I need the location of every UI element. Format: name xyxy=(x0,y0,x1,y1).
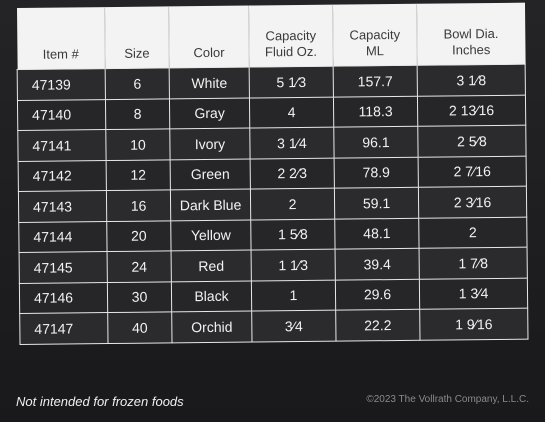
header-label-line: Item # xyxy=(42,46,79,62)
size-header: Size xyxy=(104,6,170,69)
capacity-oz-header: Capacity Fluid Oz. xyxy=(248,4,334,68)
size-cell: 8 xyxy=(105,98,170,130)
copyright-text: ©2023 The Vollrath Company, L.L.C. xyxy=(366,394,529,405)
item-number-cell: 47140 xyxy=(17,99,106,131)
color-cell: Gray xyxy=(169,97,250,129)
color-cell: Green xyxy=(170,158,251,190)
bowl-diameter-cell: 2 xyxy=(418,216,528,249)
item-number-cell: 47139 xyxy=(17,68,106,100)
capacity-ml-cell: 118.3 xyxy=(333,95,418,128)
capacity-ml-cell: 39.4 xyxy=(335,248,420,280)
color-cell: Ivory xyxy=(169,128,251,160)
bowl-diameter-cell: 1 7⁄8 xyxy=(419,247,528,279)
size-cell: 16 xyxy=(106,189,171,222)
size-cell: 6 xyxy=(105,67,170,100)
size-cell: 20 xyxy=(106,220,172,252)
capacity-ml-cell: 59.1 xyxy=(334,187,419,219)
size-cell: 40 xyxy=(107,311,173,344)
capacity-oz-cell: 3⁄4 xyxy=(251,310,337,342)
capacity-ml-cell: 96.1 xyxy=(333,126,419,158)
bowl-diameter-cell: 3 1⁄8 xyxy=(417,64,526,96)
bowl-diameter-header: Bowl Dia. Inches xyxy=(416,2,526,66)
header-label-line: Size xyxy=(124,45,150,61)
color-cell: White xyxy=(169,67,250,99)
spec-table-body: 47139 6 White 5 1⁄3 157.7 3 1⁄8 47140 8 Gray 4 118… xyxy=(17,64,528,344)
capacity-ml-cell: 157.7 xyxy=(333,65,418,97)
color-cell: Black xyxy=(171,280,252,312)
capacity-ml-cell: 78.9 xyxy=(334,156,419,189)
table-row: 47147 40 Orchid 3⁄4 22.2 1 9⁄16 xyxy=(19,308,528,344)
capacity-oz-cell: 1 5⁄8 xyxy=(250,218,336,251)
item-number-cell: 47143 xyxy=(18,190,107,222)
item-number-header: Item # xyxy=(16,7,106,70)
spec-table-container: Item # Size Color Capacity Fluid Oz. Capacity… xyxy=(16,2,528,345)
capacity-ml-header: Capacity ML xyxy=(332,3,418,67)
color-cell: Orchid xyxy=(171,311,253,343)
bowl-diameter-cell: 1 3⁄4 xyxy=(419,277,528,310)
header-label-line: Bowl Dia. xyxy=(443,25,499,42)
size-cell: 10 xyxy=(105,128,171,161)
header-label-line: Color xyxy=(193,44,225,61)
capacity-oz-cell: 1 xyxy=(251,279,336,312)
header-label-line: ML xyxy=(365,43,385,59)
bowl-diameter-cell: 2 7⁄16 xyxy=(418,155,527,188)
size-cell: 12 xyxy=(106,159,171,191)
capacity-oz-cell: 4 xyxy=(249,96,334,129)
header-label-line: Capacity xyxy=(349,26,401,43)
bowl-diameter-cell: 2 13⁄16 xyxy=(417,94,526,127)
capacity-oz-cell: 2 2⁄3 xyxy=(250,157,335,190)
capacity-ml-cell: 22.2 xyxy=(335,309,420,341)
size-cell: 30 xyxy=(107,281,172,313)
item-number-cell: 47144 xyxy=(18,221,108,253)
spec-table-header: Item # Size Color Capacity Fluid Oz. Capacity… xyxy=(16,2,526,70)
header-label-line: Inches xyxy=(451,42,491,58)
spec-table: Item # Size Color Capacity Fluid Oz. Capacity… xyxy=(16,2,528,345)
color-cell: Dark Blue xyxy=(170,189,251,221)
header-label-line: Fluid Oz. xyxy=(264,43,318,60)
item-number-cell: 47145 xyxy=(19,251,108,283)
header-label-line: Capacity xyxy=(265,27,317,44)
capacity-ml-cell: 29.6 xyxy=(335,278,420,311)
item-number-cell: 47147 xyxy=(19,312,109,344)
capacity-oz-cell: 3 1⁄4 xyxy=(249,127,335,159)
capacity-ml-cell: 48.1 xyxy=(334,217,420,250)
capacity-oz-cell: 1 1⁄3 xyxy=(251,249,336,281)
bowl-diameter-cell: 2 3⁄16 xyxy=(418,186,527,218)
capacity-oz-cell: 5 1⁄3 xyxy=(249,66,334,98)
color-cell: Red xyxy=(171,250,252,282)
item-number-cell: 47142 xyxy=(18,160,107,192)
bowl-diameter-cell: 1 9⁄16 xyxy=(419,308,528,340)
header-row: Item # Size Color Capacity Fluid Oz. Capacity… xyxy=(16,2,526,70)
color-cell: Yellow xyxy=(170,219,252,251)
color-header: Color xyxy=(168,5,250,68)
item-number-cell: 47141 xyxy=(17,129,107,161)
bowl-diameter-cell: 2 5⁄8 xyxy=(417,125,527,157)
frozen-foods-note: Not intended for frozen foods xyxy=(16,394,184,409)
size-cell: 24 xyxy=(107,250,172,283)
capacity-oz-cell: 2 xyxy=(250,188,335,220)
item-number-cell: 47146 xyxy=(19,282,108,314)
